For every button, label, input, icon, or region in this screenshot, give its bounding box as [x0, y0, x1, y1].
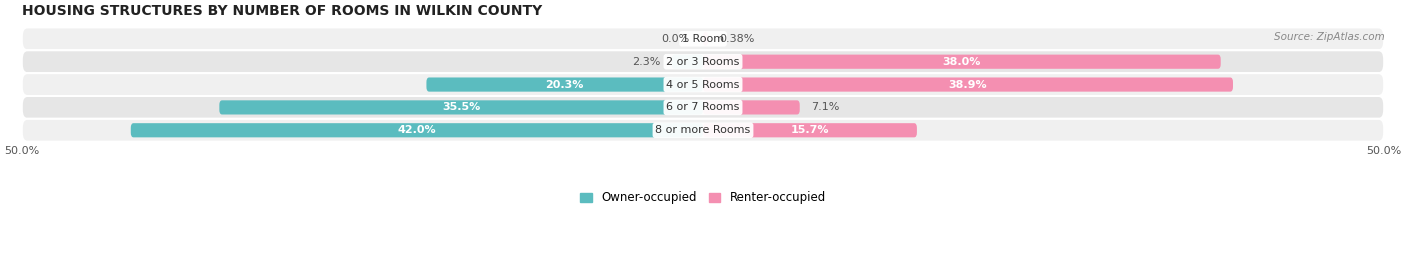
FancyBboxPatch shape — [703, 77, 1233, 92]
FancyBboxPatch shape — [672, 55, 703, 69]
FancyBboxPatch shape — [21, 119, 1385, 142]
Text: 2.3%: 2.3% — [633, 57, 661, 67]
Text: 0.38%: 0.38% — [718, 34, 755, 44]
FancyBboxPatch shape — [703, 55, 1220, 69]
FancyBboxPatch shape — [21, 50, 1385, 73]
Text: 7.1%: 7.1% — [811, 102, 839, 112]
FancyBboxPatch shape — [703, 32, 709, 46]
Text: 1 Room: 1 Room — [682, 34, 724, 44]
Text: 8 or more Rooms: 8 or more Rooms — [655, 125, 751, 135]
Legend: Owner-occupied, Renter-occupied: Owner-occupied, Renter-occupied — [575, 187, 831, 209]
Text: 6 or 7 Rooms: 6 or 7 Rooms — [666, 102, 740, 112]
FancyBboxPatch shape — [21, 28, 1385, 50]
Text: Source: ZipAtlas.com: Source: ZipAtlas.com — [1274, 32, 1385, 42]
FancyBboxPatch shape — [703, 123, 917, 137]
Text: 35.5%: 35.5% — [441, 102, 481, 112]
Text: 38.9%: 38.9% — [949, 80, 987, 90]
Text: 38.0%: 38.0% — [942, 57, 981, 67]
FancyBboxPatch shape — [21, 96, 1385, 119]
Text: 15.7%: 15.7% — [790, 125, 830, 135]
FancyBboxPatch shape — [703, 100, 800, 114]
Text: HOUSING STRUCTURES BY NUMBER OF ROOMS IN WILKIN COUNTY: HOUSING STRUCTURES BY NUMBER OF ROOMS IN… — [21, 4, 543, 18]
Text: 4 or 5 Rooms: 4 or 5 Rooms — [666, 80, 740, 90]
Text: 0.0%: 0.0% — [661, 34, 689, 44]
FancyBboxPatch shape — [219, 100, 703, 114]
FancyBboxPatch shape — [21, 73, 1385, 96]
FancyBboxPatch shape — [131, 123, 703, 137]
Text: 20.3%: 20.3% — [546, 80, 583, 90]
FancyBboxPatch shape — [426, 77, 703, 92]
Text: 2 or 3 Rooms: 2 or 3 Rooms — [666, 57, 740, 67]
Text: 42.0%: 42.0% — [398, 125, 436, 135]
